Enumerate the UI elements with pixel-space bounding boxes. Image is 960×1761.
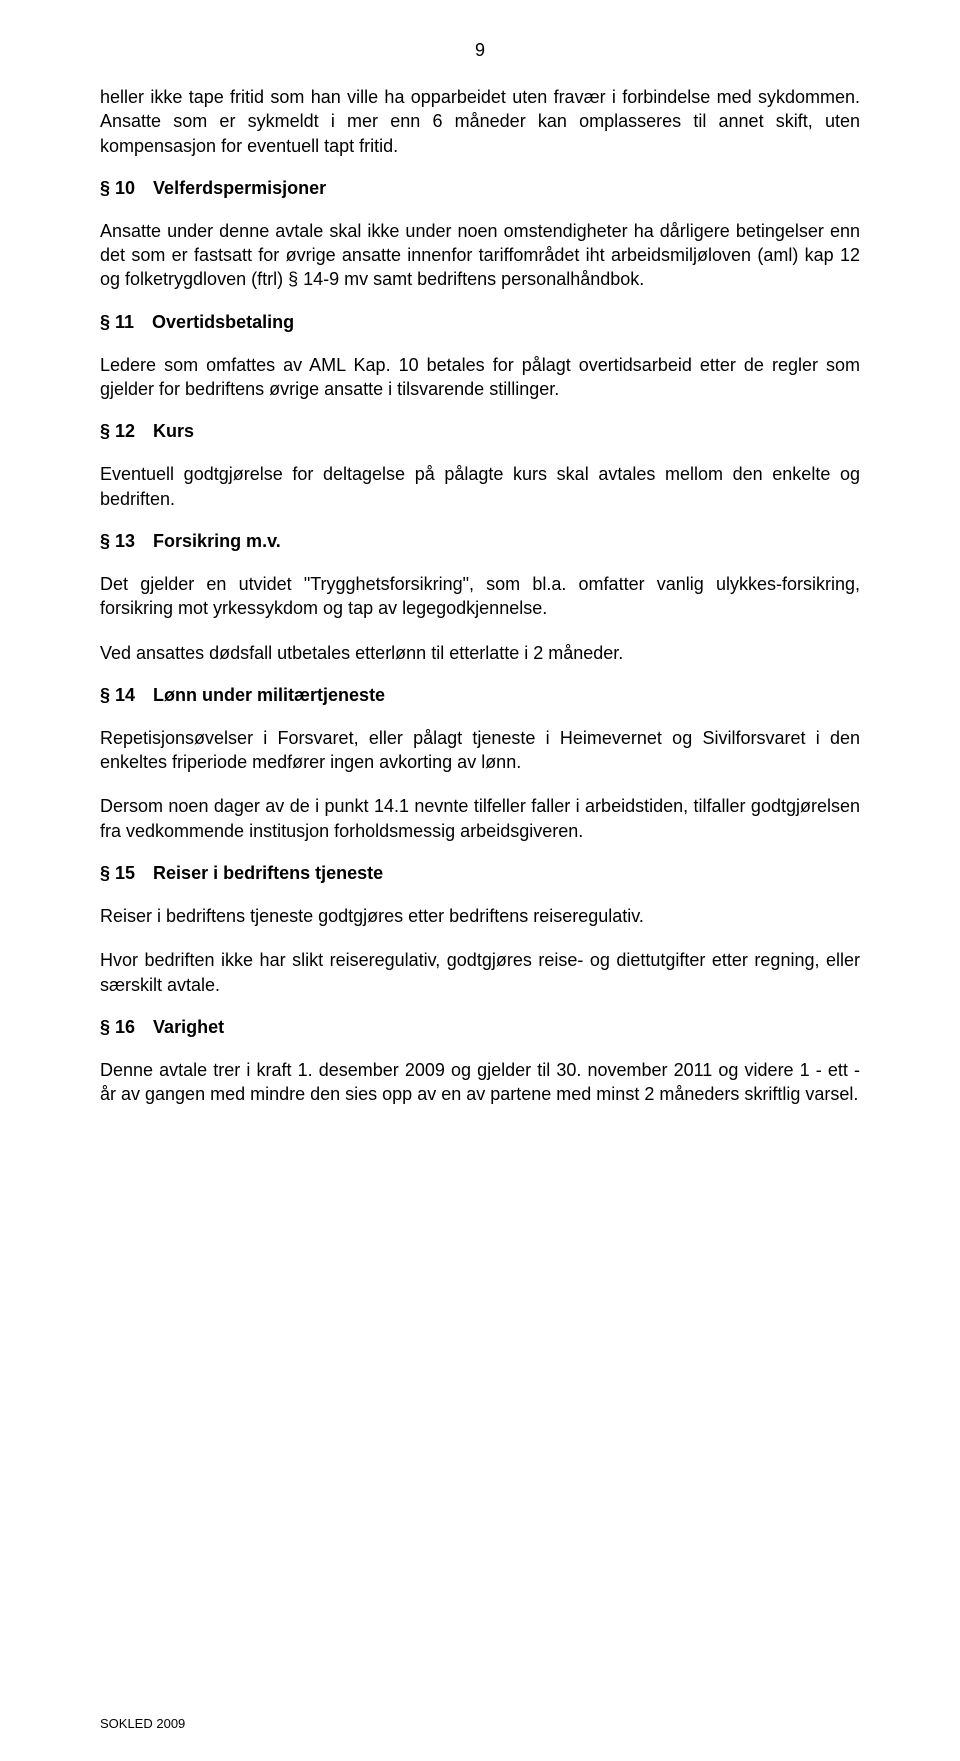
page-number: 9: [100, 40, 860, 61]
section-13-body-a: Det gjelder en utvidet "Trygghetsforsikr…: [100, 572, 860, 621]
section-15-body-b: Hvor bedriften ikke har slikt reiseregul…: [100, 948, 860, 997]
section-10-title: Velferdspermisjoner: [153, 178, 326, 198]
section-12-heading: § 12 Kurs: [100, 421, 860, 442]
section-16-heading: § 16 Varighet: [100, 1017, 860, 1038]
section-13-body-b: Ved ansattes dødsfall utbetales etterløn…: [100, 641, 860, 665]
section-11-title: Overtidsbetaling: [152, 312, 294, 332]
section-15-num: § 15: [100, 863, 135, 883]
section-15-title: Reiser i bedriftens tjeneste: [153, 863, 383, 883]
section-16-num: § 16: [100, 1017, 135, 1037]
section-14-title: Lønn under militærtjeneste: [153, 685, 385, 705]
section-10-heading: § 10 Velferdspermisjoner: [100, 178, 860, 199]
section-12-body: Eventuell godtgjørelse for deltagelse på…: [100, 462, 860, 511]
section-13-title: Forsikring m.v.: [153, 531, 281, 551]
page-footer: SOKLED 2009: [100, 1716, 185, 1731]
document-page: 9 heller ikke tape fritid som han ville …: [0, 0, 960, 1761]
section-14-heading: § 14 Lønn under militærtjeneste: [100, 685, 860, 706]
paragraph-intro: heller ikke tape fritid som han ville ha…: [100, 85, 860, 158]
section-11-heading: § 11 Overtidsbetaling: [100, 312, 860, 333]
section-10-body: Ansatte under denne avtale skal ikke und…: [100, 219, 860, 292]
section-16-title: Varighet: [153, 1017, 224, 1037]
section-14-num: § 14: [100, 685, 135, 705]
section-11-body: Ledere som omfattes av AML Kap. 10 betal…: [100, 353, 860, 402]
section-14-body-b: Dersom noen dager av de i punkt 14.1 nev…: [100, 794, 860, 843]
section-13-num: § 13: [100, 531, 135, 551]
section-15-body-a: Reiser i bedriftens tjeneste godtgjøres …: [100, 904, 860, 928]
section-13-heading: § 13 Forsikring m.v.: [100, 531, 860, 552]
section-12-num: § 12: [100, 421, 135, 441]
section-16-body: Denne avtale trer i kraft 1. desember 20…: [100, 1058, 860, 1107]
section-11-num: § 11: [100, 312, 134, 332]
section-15-heading: § 15 Reiser i bedriftens tjeneste: [100, 863, 860, 884]
section-10-num: § 10: [100, 178, 135, 198]
section-14-body-a: Repetisjonsøvelser i Forsvaret, eller på…: [100, 726, 860, 775]
section-12-title: Kurs: [153, 421, 194, 441]
